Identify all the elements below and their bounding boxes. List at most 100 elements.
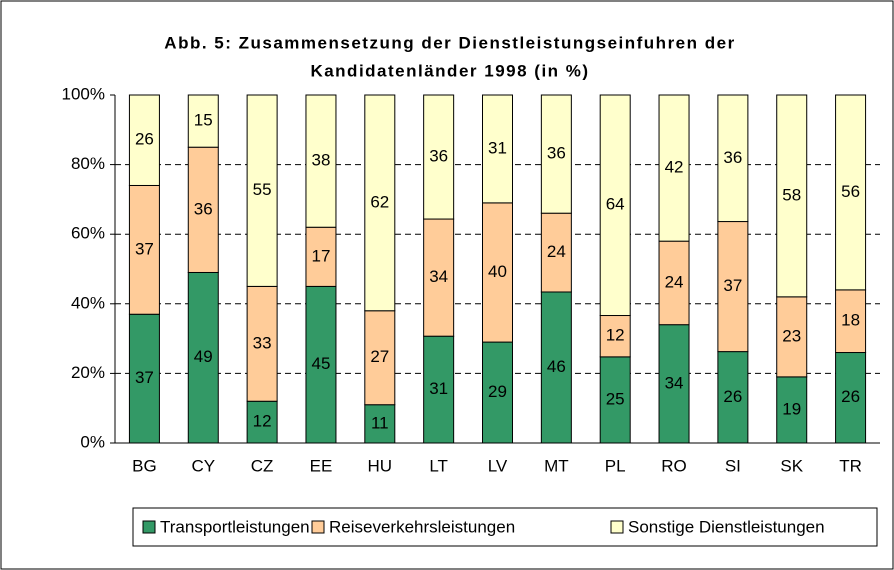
legend-swatch: [610, 520, 624, 534]
y-tick-label: 100%: [62, 84, 105, 103]
bar-segment: [540, 291, 572, 444]
bar-segment: [482, 202, 513, 343]
legend-box: [132, 507, 878, 547]
bar-segment: [540, 94, 572, 214]
bar-segment: [835, 94, 867, 291]
data-label: 11: [371, 413, 389, 432]
bar-segment: [305, 226, 337, 287]
x-tick-label: BG: [132, 456, 157, 475]
data-label: 12: [253, 412, 272, 431]
x-tick-label: RO: [661, 456, 687, 475]
data-label: 24: [665, 272, 684, 291]
y-tick-label: 20%: [71, 363, 105, 382]
data-label: 36: [429, 147, 448, 166]
data-label: 56: [841, 182, 860, 201]
data-label: 37: [135, 368, 154, 387]
y-tick-label: 80%: [71, 154, 105, 173]
data-label: 55: [253, 180, 272, 199]
data-label: 64: [606, 195, 625, 214]
data-label: 34: [429, 267, 448, 286]
data-label: 33: [253, 333, 272, 352]
x-tick-label: MT: [544, 456, 569, 475]
bar-segment: [305, 94, 337, 228]
data-label: 37: [723, 276, 742, 295]
data-label: 29: [488, 382, 507, 401]
data-label: 12: [606, 326, 625, 345]
data-label: 18: [841, 311, 860, 330]
data-label: 46: [547, 357, 566, 376]
data-label: 26: [723, 387, 742, 406]
bar-segment: [658, 240, 690, 326]
bar-segment: [423, 94, 455, 220]
bar-segment: [658, 94, 690, 242]
y-tick-label: 60%: [71, 224, 105, 243]
bar-segment: [776, 376, 808, 444]
bar-segment: [246, 94, 278, 287]
data-label: 17: [312, 246, 331, 265]
bar-segment: [187, 271, 219, 444]
data-label: 15: [194, 111, 213, 130]
data-label: 31: [429, 379, 448, 398]
bar-segment: [482, 94, 513, 204]
data-label: 36: [194, 199, 213, 218]
data-label: 26: [135, 130, 154, 149]
data-label: 42: [665, 158, 684, 177]
x-tick-label: LT: [429, 456, 448, 475]
bar-segment: [717, 351, 749, 444]
data-label: 36: [723, 148, 742, 167]
bar-segment: [599, 94, 631, 317]
bar-segment: [599, 356, 631, 444]
x-tick-label: SK: [780, 456, 803, 475]
x-tick-label: TR: [839, 456, 862, 475]
chart-title: Kandidatenländer 1998 (in %): [310, 61, 589, 80]
x-tick-label: CY: [191, 456, 215, 475]
data-label: 49: [194, 347, 213, 366]
bar-segment: [423, 218, 455, 337]
data-label: 62: [370, 192, 389, 211]
legend-label: Transportleistungen: [160, 517, 310, 536]
x-tick-label: PL: [605, 456, 626, 475]
data-label: 37: [135, 239, 154, 258]
bar-segment: [482, 341, 513, 444]
y-tick-label: 0%: [80, 432, 105, 451]
data-label: 45: [312, 354, 331, 373]
data-label: 36: [547, 144, 566, 163]
x-tick-label: HU: [368, 456, 393, 475]
bar-segment: [364, 310, 396, 406]
data-label: 23: [782, 326, 801, 345]
bar-segment: [246, 400, 278, 444]
y-tick-label: 40%: [71, 293, 105, 312]
x-tick-label: SI: [725, 456, 741, 475]
legend-swatch: [142, 520, 156, 534]
data-label: 34: [665, 373, 684, 392]
bar-segment: [658, 324, 690, 444]
bar-segment: [540, 212, 572, 293]
data-label: 26: [841, 387, 860, 406]
data-label: 19: [782, 399, 801, 418]
legend-label: Reiseverkehrsleistungen: [329, 517, 515, 536]
bar-segment: [717, 221, 749, 353]
legend-label: Sonstige Dienstleistungen: [628, 517, 825, 536]
bar-segment: [128, 94, 160, 186]
bar-segment: [305, 285, 337, 444]
data-label: 38: [312, 151, 331, 170]
data-label: 31: [488, 138, 507, 157]
bar-segment: [364, 404, 396, 444]
data-label: 40: [488, 262, 507, 281]
data-label: 58: [782, 185, 801, 204]
data-label: 25: [606, 389, 625, 408]
bar-segment: [776, 94, 808, 298]
bar-segment: [187, 146, 219, 273]
bar-segment: [599, 315, 631, 358]
data-label: 24: [547, 242, 566, 261]
bar-segment: [423, 335, 455, 444]
x-tick-label: EE: [310, 456, 333, 475]
x-tick-label: CZ: [251, 456, 274, 475]
chart-title: Abb. 5: Zusammensetzung der Dienstleistu…: [164, 33, 735, 52]
data-label: 27: [370, 347, 389, 366]
bar-segment: [364, 94, 396, 312]
bar-segment: [717, 94, 749, 223]
bar-segment: [187, 94, 219, 148]
x-tick-label: LV: [488, 456, 508, 475]
